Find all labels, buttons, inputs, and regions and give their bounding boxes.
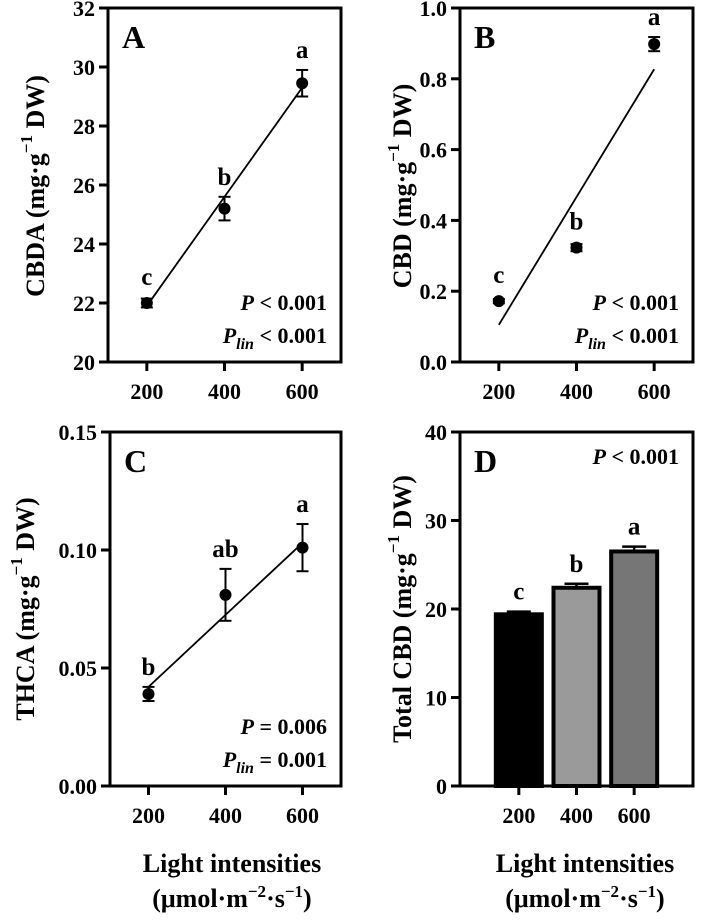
significance-letter: a bbox=[628, 514, 641, 541]
data-point bbox=[648, 38, 661, 51]
significance-letter: c bbox=[141, 264, 152, 291]
y-tick-label: 30 bbox=[425, 509, 447, 534]
y-tick-label: 24 bbox=[73, 232, 95, 257]
panel-letter: B bbox=[474, 19, 495, 55]
y-tick-label: 0 bbox=[436, 774, 447, 799]
significance-letter: b bbox=[570, 551, 584, 578]
data-point bbox=[219, 588, 232, 601]
significance-letter: b bbox=[570, 209, 584, 236]
x-axis-title-line2: (μmol·m−2·s−1) bbox=[505, 882, 664, 913]
data-point bbox=[142, 687, 155, 700]
x-axis-title-right: Light intensities (μmol·m−2·s−1) bbox=[496, 849, 674, 913]
p-value-text: Plin = 0.001 bbox=[222, 747, 327, 777]
panel-a: 20 22 24 26 28 30 32 A CBDA (mg·g−1 DW) 200 400 600… bbox=[17, 0, 343, 404]
significance-letter: b bbox=[142, 654, 156, 681]
data-point bbox=[140, 297, 153, 309]
y-axis-label: CBDA (mg·g−1 DW) bbox=[17, 75, 50, 297]
x-tick-label: 600 bbox=[286, 379, 319, 404]
significance-letter: a bbox=[648, 4, 661, 31]
y-tick-label: 10 bbox=[425, 686, 447, 711]
data-point bbox=[296, 77, 309, 90]
significance-letter: a bbox=[296, 491, 309, 518]
x-axis-title-line1: Light intensities bbox=[143, 849, 321, 878]
y-tick-label: 0.2 bbox=[420, 279, 448, 304]
p-value-text: Plin < 0.001 bbox=[222, 323, 327, 353]
x-tick-label: 600 bbox=[618, 803, 651, 828]
x-axis-title-line2: (μmol·m−2·s−1) bbox=[152, 882, 311, 913]
x-tick-label: 200 bbox=[482, 379, 515, 404]
p-value-text: Plin < 0.001 bbox=[574, 323, 679, 353]
y-tick-label: 1.0 bbox=[420, 0, 448, 21]
data-point bbox=[492, 295, 505, 308]
p-value-text: P < 0.001 bbox=[240, 290, 328, 315]
x-tick-label: 200 bbox=[502, 803, 535, 828]
p-value-text: P = 0.006 bbox=[240, 714, 328, 739]
y-tick-label: 20 bbox=[425, 597, 447, 622]
x-tick-label: 600 bbox=[638, 379, 671, 404]
panel-b: 0.0 0.2 0.4 0.6 0.8 1.0 B CBD (mg·g−1 DW) 200 400… bbox=[384, 0, 695, 404]
y-tick-label: 26 bbox=[73, 173, 95, 198]
y-tick-label: 40 bbox=[425, 420, 447, 445]
bar bbox=[493, 612, 544, 788]
y-tick-label: 0.10 bbox=[59, 538, 98, 563]
significance-letter: a bbox=[296, 37, 309, 64]
y-tick-label: 0.05 bbox=[59, 656, 98, 681]
x-tick-label: 400 bbox=[209, 803, 242, 828]
x-tick-label: 400 bbox=[208, 379, 241, 404]
x-tick-label: 400 bbox=[560, 803, 593, 828]
x-tick-label: 600 bbox=[286, 803, 319, 828]
y-tick-label: 0.4 bbox=[420, 208, 448, 233]
data-point bbox=[296, 541, 309, 554]
x-axis-title-left: Light intensities (μmol·m−2·s−1) bbox=[143, 849, 321, 913]
x-tick-label: 400 bbox=[560, 379, 593, 404]
y-tick-label: 22 bbox=[73, 291, 95, 316]
panel-d: 0 10 20 30 40 D Total CBD (mg·g−1 DW) c 200 b 400 a… bbox=[384, 420, 695, 828]
y-axis-label: CBD (mg·g−1 DW) bbox=[384, 84, 417, 289]
panel-letter: A bbox=[122, 19, 145, 55]
y-tick-label: 28 bbox=[73, 114, 95, 139]
x-axis-title-line1: Light intensities bbox=[496, 849, 674, 878]
y-tick-label: 32 bbox=[73, 0, 95, 21]
significance-letter: c bbox=[513, 579, 524, 606]
bar bbox=[551, 585, 602, 789]
y-axis-label: THCA (mg·g−1 DW) bbox=[7, 497, 40, 720]
x-tick-label: 200 bbox=[132, 803, 165, 828]
data-point bbox=[570, 241, 583, 254]
y-tick-label: 0.6 bbox=[420, 138, 448, 163]
p-value-text: P < 0.001 bbox=[592, 444, 680, 469]
y-tick-label: 20 bbox=[73, 350, 95, 375]
significance-letter: c bbox=[493, 262, 504, 289]
panel-letter: D bbox=[474, 443, 497, 479]
y-tick-label: 0.00 bbox=[59, 774, 98, 799]
panel-letter: C bbox=[124, 443, 147, 479]
panel-c: 0.00 0.05 0.10 0.15 C THCA (mg·g−1 DW) 200 400 6… bbox=[7, 420, 343, 828]
data-point bbox=[218, 202, 231, 215]
bar bbox=[609, 549, 660, 788]
regression-line bbox=[498, 68, 655, 326]
significance-letter: ab bbox=[212, 536, 238, 563]
x-tick-label: 200 bbox=[130, 379, 163, 404]
p-value-text: P < 0.001 bbox=[592, 290, 680, 315]
y-tick-label: 30 bbox=[73, 55, 95, 80]
y-tick-label: 0.0 bbox=[420, 350, 448, 375]
y-tick-label: 0.8 bbox=[420, 67, 448, 92]
y-axis-label: Total CBD (mg·g−1 DW) bbox=[384, 475, 417, 743]
y-tick-label: 0.15 bbox=[59, 420, 98, 445]
significance-letter: b bbox=[218, 164, 232, 191]
